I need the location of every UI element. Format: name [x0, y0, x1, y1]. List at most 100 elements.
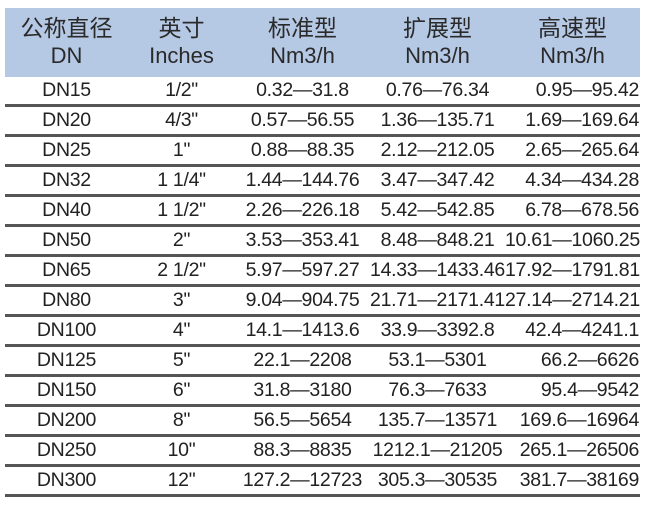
- header-zh-label: 标准型: [268, 15, 337, 41]
- cell-extended-type: 21.71—2171.41: [370, 285, 505, 317]
- cell-standard-type: 9.04—904.75: [235, 285, 370, 317]
- cell-nominal-diameter: DN150: [5, 375, 128, 407]
- header-row: 公称直径 DN 英寸 Inches 标准型 Nm3/h 扩展型 Nm3/h 高速型 Nm3/h: [5, 8, 640, 77]
- cell-high-speed-type: 95.4—9542: [505, 375, 640, 407]
- header-en-label: DN: [50, 43, 83, 68]
- header-zh-label: 公称直径: [20, 15, 113, 41]
- cell-standard-type: 31.8—3180: [235, 375, 370, 407]
- cell-standard-type: 22.1—2208: [235, 345, 370, 377]
- table-row: DN15 1/2" 0.32—31.8 0.76—76.34 0.95—95.42: [5, 77, 640, 107]
- header-extended-type: 扩展型 Nm3/h: [370, 8, 505, 77]
- cell-standard-type: 14.1—1413.6: [235, 315, 370, 347]
- cell-high-speed-type: 2.65—265.64: [505, 135, 640, 167]
- cell-extended-type: 76.3—7633: [370, 375, 505, 407]
- cell-inches: 6": [128, 375, 235, 407]
- cell-standard-type: 1.44—144.76: [235, 165, 370, 197]
- cell-nominal-diameter: DN300: [5, 465, 128, 497]
- header-en-label: Nm3/h: [540, 43, 605, 68]
- cell-high-speed-type: 4.34—434.28: [505, 165, 640, 197]
- cell-nominal-diameter: DN80: [5, 285, 128, 317]
- cell-inches: 8": [128, 405, 235, 437]
- cell-extended-type: 305.3—30535: [370, 465, 505, 497]
- cell-inches: 1": [128, 135, 235, 167]
- cell-high-speed-type: 381.7—38169: [505, 465, 640, 497]
- cell-high-speed-type: 66.2—6626: [505, 345, 640, 377]
- header-nominal-diameter: 公称直径 DN: [5, 8, 128, 77]
- flow-rate-table: 公称直径 DN 英寸 Inches 标准型 Nm3/h 扩展型 Nm3/h 高速型 Nm3/h D…: [5, 8, 640, 497]
- cell-inches: 1 1/4": [128, 165, 235, 197]
- cell-high-speed-type: 27.14—2714.21: [505, 285, 640, 317]
- cell-inches: 1/2": [128, 77, 235, 107]
- header-zh-label: 扩展型: [403, 15, 472, 41]
- cell-extended-type: 3.47—347.42: [370, 165, 505, 197]
- cell-nominal-diameter: DN20: [5, 105, 128, 137]
- cell-standard-type: 127.2—12723: [235, 465, 370, 497]
- table-row: DN300 12" 127.2—12723 305.3—30535 381.7—3816…: [5, 465, 640, 497]
- table-row: DN125 5" 22.1—2208 53.1—5301 66.2—6626: [5, 345, 640, 377]
- cell-extended-type: 1.36—135.71: [370, 105, 505, 137]
- table-row: DN50 2" 3.53—353.41 8.48—848.21 10.61—1060.2…: [5, 225, 640, 257]
- cell-standard-type: 88.3—8835: [235, 435, 370, 467]
- cell-high-speed-type: 6.78—678.56: [505, 195, 640, 227]
- cell-inches: 5": [128, 345, 235, 377]
- cell-standard-type: 0.32—31.8: [235, 77, 370, 107]
- header-high-speed-type: 高速型 Nm3/h: [505, 8, 640, 77]
- cell-nominal-diameter: DN200: [5, 405, 128, 437]
- table-row: DN200 8" 56.5—5654 135.7—13571 169.6—16964: [5, 405, 640, 437]
- cell-inches: 4/3": [128, 105, 235, 137]
- cell-extended-type: 5.42—542.85: [370, 195, 505, 227]
- cell-nominal-diameter: DN100: [5, 315, 128, 347]
- cell-nominal-diameter: DN65: [5, 255, 128, 287]
- cell-standard-type: 5.97—597.27: [235, 255, 370, 287]
- cell-inches: 12": [128, 465, 235, 497]
- cell-extended-type: 135.7—13571: [370, 405, 505, 437]
- cell-extended-type: 1212.1—21205: [370, 435, 505, 467]
- cell-inches: 2": [128, 225, 235, 257]
- cell-high-speed-type: 10.61—1060.25: [505, 225, 640, 257]
- cell-standard-type: 0.57—56.55: [235, 105, 370, 137]
- cell-nominal-diameter: DN250: [5, 435, 128, 467]
- cell-nominal-diameter: DN125: [5, 345, 128, 377]
- table-row: DN25 1" 0.88—88.35 2.12—212.05 2.65—265.64: [5, 135, 640, 167]
- header-en-label: Nm3/h: [405, 43, 470, 68]
- cell-nominal-diameter: DN32: [5, 165, 128, 197]
- table-row: DN100 4" 14.1—1413.6 33.9—3392.8 42.4—4241.1: [5, 315, 640, 347]
- table-row: DN250 10" 88.3—8835 1212.1—21205 265.1—26506: [5, 435, 640, 467]
- cell-extended-type: 14.33—1433.46: [370, 255, 505, 287]
- cell-inches: 10": [128, 435, 235, 467]
- cell-extended-type: 0.76—76.34: [370, 77, 505, 107]
- table-row: DN32 1 1/4" 1.44—144.76 3.47—347.42 4.34—434…: [5, 165, 640, 197]
- cell-standard-type: 56.5—5654: [235, 405, 370, 437]
- cell-high-speed-type: 1.69—169.64: [505, 105, 640, 137]
- cell-inches: 1 1/2": [128, 195, 235, 227]
- cell-inches: 2 1/2": [128, 255, 235, 287]
- cell-standard-type: 0.88—88.35: [235, 135, 370, 167]
- table-body: DN15 1/2" 0.32—31.8 0.76—76.34 0.95—95.42 DN2…: [5, 77, 640, 497]
- header-inches: 英寸 Inches: [128, 8, 235, 77]
- table-row: DN80 3" 9.04—904.75 21.71—2171.41 27.14—2714…: [5, 285, 640, 317]
- cell-nominal-diameter: DN50: [5, 225, 128, 257]
- header-standard-type: 标准型 Nm3/h: [235, 8, 370, 77]
- cell-extended-type: 53.1—5301: [370, 345, 505, 377]
- cell-extended-type: 33.9—3392.8: [370, 315, 505, 347]
- header-en-label: Nm3/h: [270, 43, 335, 68]
- cell-nominal-diameter: DN15: [5, 77, 128, 107]
- cell-high-speed-type: 42.4—4241.1: [505, 315, 640, 347]
- cell-inches: 3": [128, 285, 235, 317]
- table-row: DN20 4/3" 0.57—56.55 1.36—135.71 1.69—169.64: [5, 105, 640, 137]
- cell-nominal-diameter: DN40: [5, 195, 128, 227]
- cell-standard-type: 2.26—226.18: [235, 195, 370, 227]
- header-en-label: Inches: [149, 43, 214, 68]
- cell-high-speed-type: 17.92—1791.81: [505, 255, 640, 287]
- table-row: DN65 2 1/2" 5.97—597.27 14.33—1433.46 17.92—…: [5, 255, 640, 287]
- table-row: DN150 6" 31.8—3180 76.3—7633 95.4—9542: [5, 375, 640, 407]
- cell-high-speed-type: 169.6—16964: [505, 405, 640, 437]
- cell-high-speed-type: 0.95—95.42: [505, 77, 640, 107]
- cell-nominal-diameter: DN25: [5, 135, 128, 167]
- table-row: DN40 1 1/2" 2.26—226.18 5.42—542.85 6.78—678…: [5, 195, 640, 227]
- cell-standard-type: 3.53—353.41: [235, 225, 370, 257]
- cell-inches: 4": [128, 315, 235, 347]
- cell-extended-type: 2.12—212.05: [370, 135, 505, 167]
- header-zh-label: 高速型: [538, 15, 607, 41]
- header-zh-label: 英寸: [158, 15, 205, 41]
